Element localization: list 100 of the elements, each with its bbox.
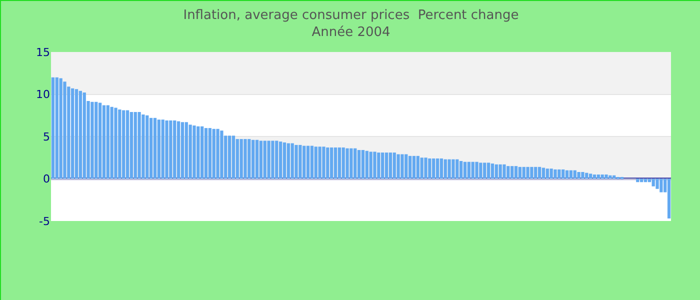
- bar: [271, 140, 274, 179]
- y-tick-label: 10: [36, 88, 50, 102]
- bar: [506, 166, 510, 179]
- bar: [392, 152, 396, 179]
- bar: [384, 152, 388, 179]
- bar: [326, 147, 330, 179]
- bar: [604, 174, 608, 179]
- bar: [510, 166, 514, 179]
- chart-subtitle: Année 2004: [312, 24, 390, 40]
- bar: [448, 159, 451, 179]
- bar: [656, 178, 659, 189]
- bar: [208, 128, 212, 179]
- bar: [562, 169, 565, 179]
- bar: [554, 169, 557, 179]
- bar: [278, 142, 282, 179]
- bar: [267, 140, 270, 179]
- chart-title: Inflation, average consumer prices Percent change: [183, 8, 519, 23]
- bar: [252, 140, 255, 179]
- bar: [74, 89, 78, 179]
- bar: [479, 162, 482, 179]
- bar: [318, 146, 322, 179]
- bar: [334, 147, 338, 179]
- bar: [322, 146, 326, 179]
- bar: [436, 158, 440, 179]
- bar: [240, 139, 243, 179]
- bar: [408, 156, 412, 179]
- bar: [483, 162, 486, 179]
- bar: [149, 118, 153, 179]
- bar: [440, 158, 444, 179]
- bar: [98, 102, 102, 179]
- bar: [369, 152, 372, 179]
- bar: [412, 156, 416, 179]
- bar: [126, 110, 130, 179]
- bar: [196, 126, 200, 179]
- bar: [546, 168, 549, 179]
- bar: [220, 130, 224, 179]
- bar: [204, 128, 208, 179]
- bar: [667, 178, 671, 218]
- bar: [432, 158, 436, 179]
- bar: [577, 172, 580, 179]
- bar: [134, 112, 137, 179]
- bar: [138, 112, 141, 179]
- bar: [173, 120, 176, 179]
- bar: [592, 174, 596, 179]
- bar: [263, 140, 266, 179]
- bar: [78, 90, 82, 179]
- bar: [550, 168, 553, 179]
- bar: [142, 114, 145, 179]
- bar: [255, 140, 259, 179]
- bar: [122, 110, 126, 179]
- bar: [494, 164, 498, 179]
- bar: [456, 159, 459, 179]
- bar: [338, 147, 341, 179]
- bar: [106, 105, 110, 179]
- bar: [416, 156, 420, 179]
- bar: [542, 168, 546, 179]
- bar: [248, 139, 251, 179]
- bar: [377, 152, 380, 179]
- bar: [526, 166, 530, 179]
- bar: [184, 122, 188, 179]
- bar: [157, 120, 160, 179]
- bar: [486, 162, 490, 179]
- bar: [350, 148, 353, 179]
- bar: [310, 146, 314, 179]
- bar: [169, 120, 172, 179]
- bar: [404, 154, 408, 179]
- bar: [188, 124, 192, 179]
- bar: [388, 152, 392, 179]
- bar: [596, 174, 600, 179]
- bar: [180, 122, 184, 179]
- bar: [55, 77, 58, 179]
- bar: [467, 162, 470, 179]
- bar: [475, 162, 478, 179]
- bar: [63, 82, 66, 179]
- bar: [424, 158, 428, 179]
- bar: [346, 148, 349, 179]
- bar: [400, 154, 404, 179]
- bar: [290, 143, 294, 179]
- bar: [165, 120, 168, 179]
- bar: [428, 158, 432, 179]
- bar: [71, 88, 74, 179]
- bar: [558, 169, 561, 179]
- bar: [306, 146, 310, 179]
- bar: [259, 140, 263, 179]
- bar: [212, 128, 216, 179]
- bar: [463, 162, 467, 179]
- bar: [444, 159, 447, 179]
- bar: [660, 178, 663, 192]
- bar: [200, 126, 204, 179]
- bar: [82, 92, 86, 179]
- bar: [216, 128, 220, 179]
- bar: [573, 170, 576, 179]
- bar: [608, 175, 612, 179]
- bar: [373, 152, 376, 179]
- bar: [381, 152, 384, 179]
- bar: [534, 166, 538, 179]
- bar: [275, 140, 278, 179]
- bar: [51, 77, 55, 179]
- bar: [102, 105, 106, 179]
- bar: [396, 154, 400, 179]
